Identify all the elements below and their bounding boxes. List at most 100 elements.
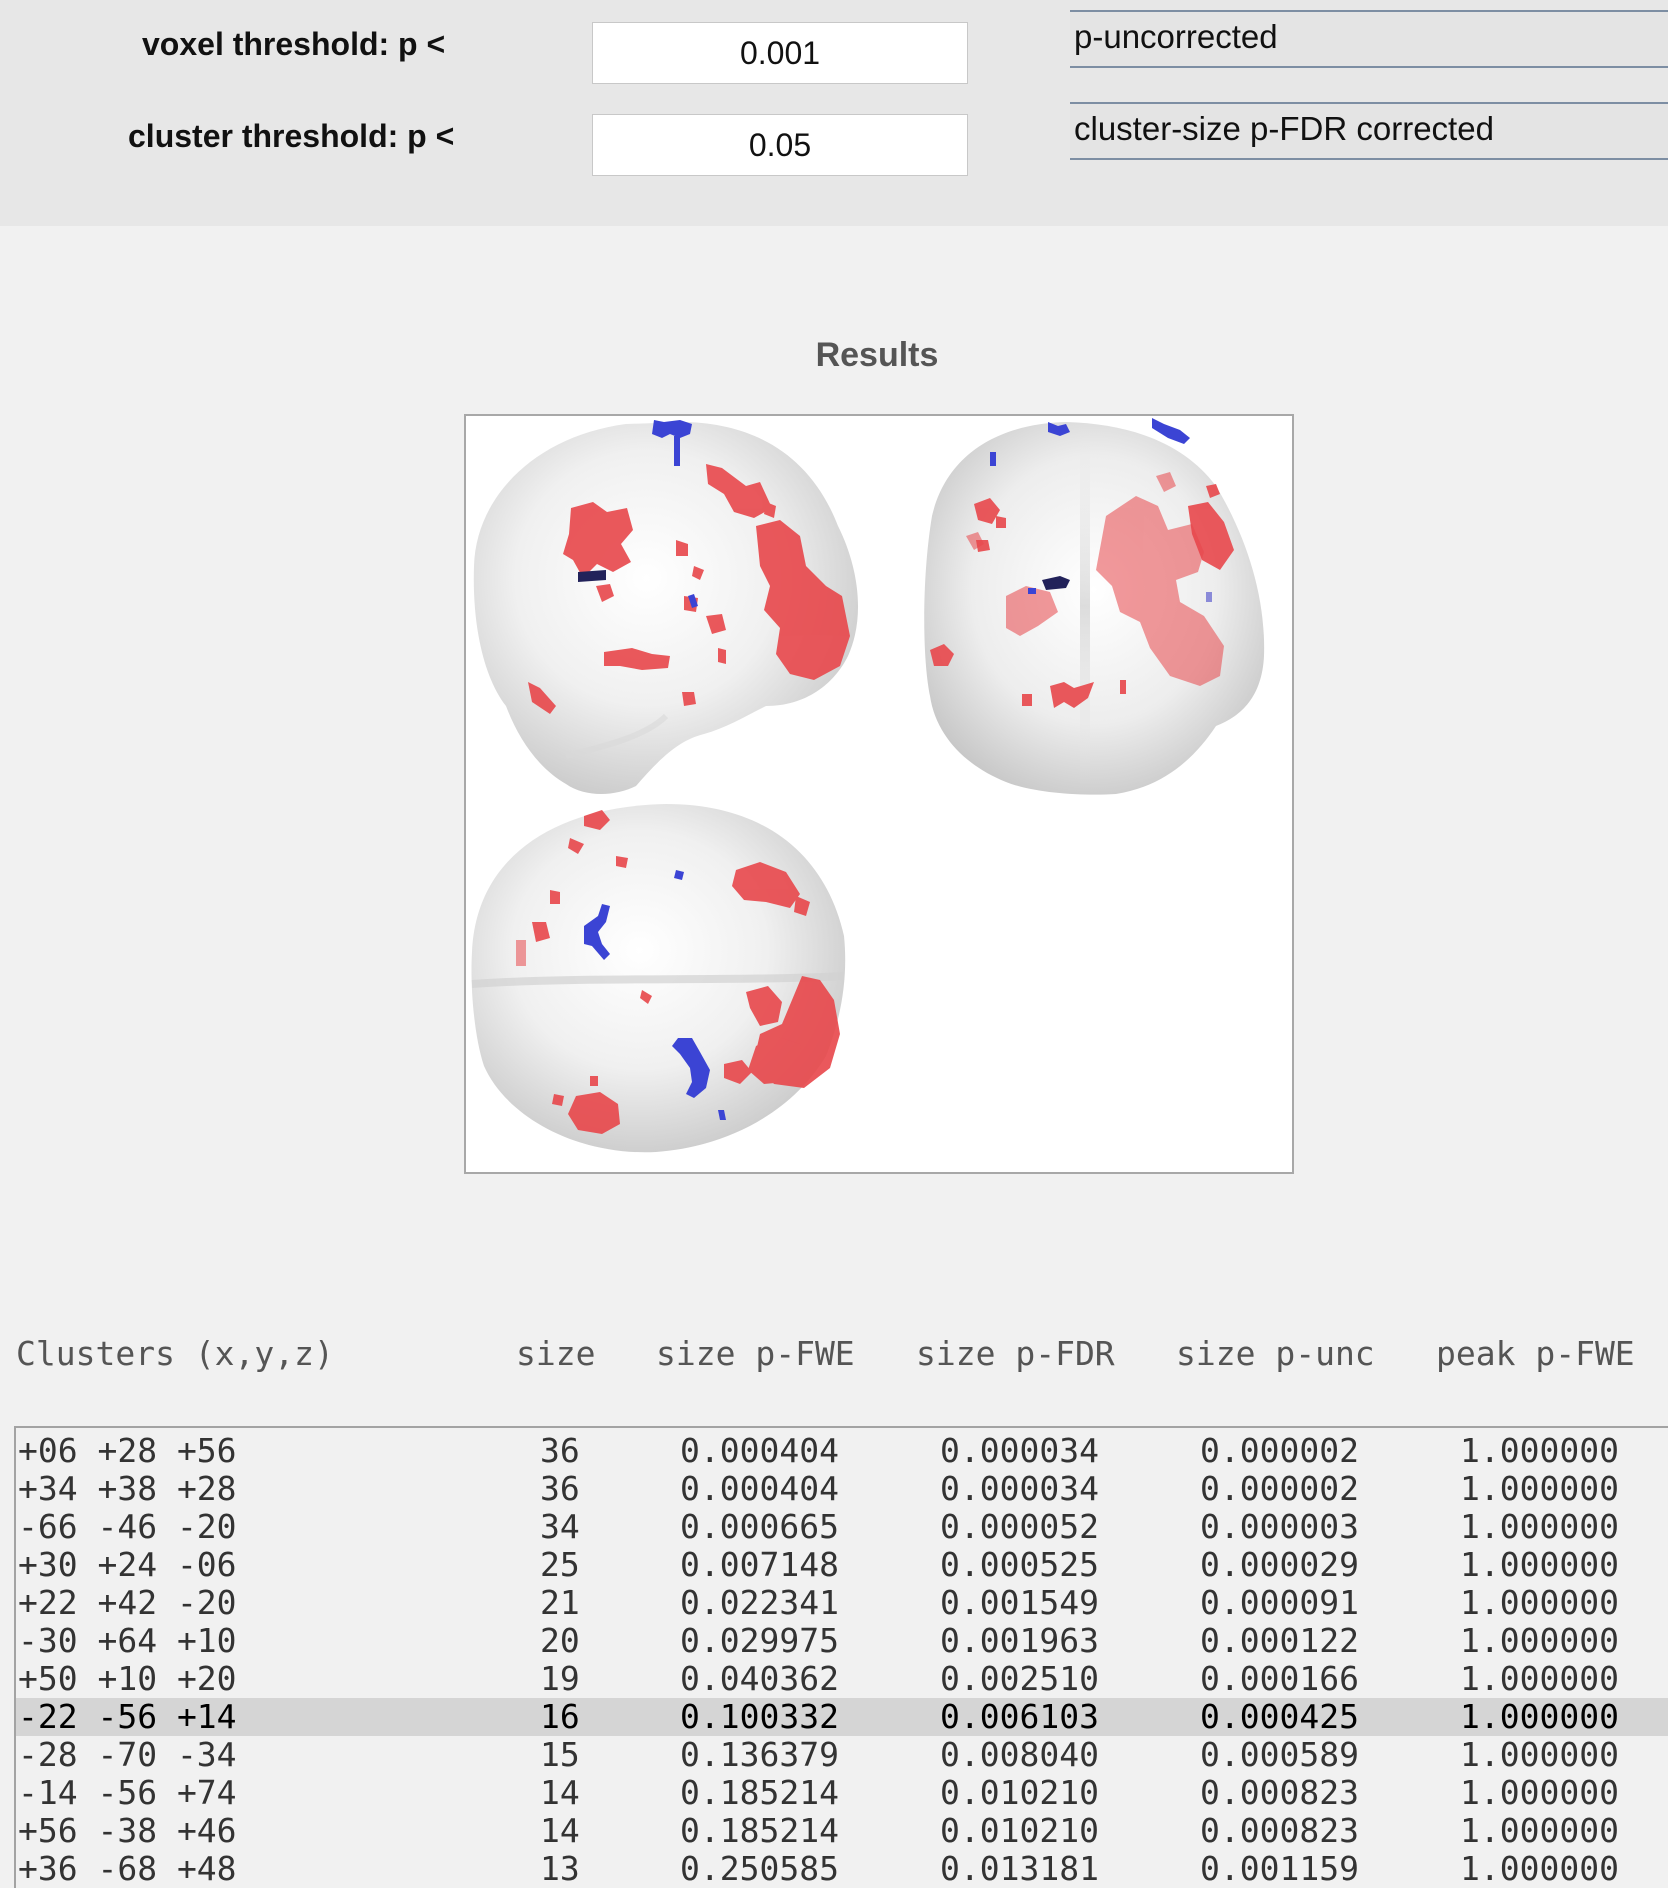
cell-size-punc: 0.000091 [1200,1583,1359,1622]
cell-coords: +22 +42 -20 [18,1583,237,1622]
cell-peak-pfwe: 1.000000 [1460,1545,1619,1584]
voxel-threshold-input[interactable]: 0.001 [592,22,968,84]
cell-size: 25 [540,1545,580,1584]
cell-size: 14 [540,1773,580,1812]
cell-size-pfwe: 0.007148 [680,1545,839,1584]
cell-size: 19 [540,1659,580,1698]
cell-coords: -28 -70 -34 [18,1735,237,1774]
cell-coords: +34 +38 +28 [18,1469,237,1508]
cell-size-punc: 0.000823 [1200,1811,1359,1850]
table-row[interactable]: -30 +64 +10 20 0.029975 0.001963 0.000122 1.0… [16,1622,1668,1660]
cell-size-pfwe: 0.185214 [680,1773,839,1812]
cell-size-pfwe: 0.136379 [680,1735,839,1774]
cell-peak-pfwe: 1.000000 [1460,1507,1619,1546]
cell-size-pfdr: 0.010210 [940,1773,1099,1812]
cell-size-pfdr: 0.008040 [940,1735,1099,1774]
cell-size-pfdr: 0.010210 [940,1811,1099,1850]
cell-size-punc: 0.000002 [1200,1431,1359,1470]
cell-size-pfdr: 0.000034 [940,1469,1099,1508]
table-header: Clusters (x,y,z) size size p-FWE size p-… [0,1334,1668,1386]
results-title: Results [815,336,939,374]
cell-coords: +30 +24 -06 [18,1545,237,1584]
cell-size-pfwe: 0.100332 [680,1697,839,1736]
cell-size: 34 [540,1507,580,1546]
axial-view [471,804,846,1153]
cluster-threshold-label: cluster threshold: p < [128,118,455,154]
table-row[interactable]: +36 -68 +48 13 0.250585 0.013181 0.001159 1.0… [16,1850,1668,1888]
cell-size-pfwe: 0.250585 [680,1849,839,1888]
cell-peak-pfwe: 1.000000 [1460,1697,1619,1736]
cell-size-punc: 0.000122 [1200,1621,1359,1660]
table-row[interactable]: +34 +38 +28 36 0.000404 0.000034 0.000002 1.0… [16,1470,1668,1508]
cluster-table[interactable]: +06 +28 +56 36 0.000404 0.000034 0.000002 1.0… [14,1426,1668,1888]
cell-peak-pfwe: 1.000000 [1460,1811,1619,1850]
cell-peak-pfwe: 1.000000 [1460,1773,1619,1812]
cell-size-pfwe: 0.040362 [680,1659,839,1698]
cell-coords: -14 -56 +74 [18,1773,237,1812]
cell-size: 13 [540,1849,580,1888]
cell-peak-pfwe: 1.000000 [1460,1659,1619,1698]
cell-size-pfwe: 0.000404 [680,1469,839,1508]
cell-size-pfwe: 0.000404 [680,1431,839,1470]
cell-size-pfdr: 0.000525 [940,1545,1099,1584]
cell-size-punc: 0.000425 [1200,1697,1359,1736]
sagittal-view [473,420,859,794]
brain-render-panel[interactable] [464,414,1294,1174]
cell-size-pfwe: 0.000665 [680,1507,839,1546]
cell-peak-pfwe: 1.000000 [1460,1849,1619,1888]
cell-size: 21 [540,1583,580,1622]
cell-size-punc: 0.000166 [1200,1659,1359,1698]
cell-size-pfwe: 0.022341 [680,1583,839,1622]
table-row[interactable]: +30 +24 -06 25 0.007148 0.000525 0.000029 1.0… [16,1546,1668,1584]
header-size-pfwe: size p-FWE [656,1334,855,1373]
cell-coords: -22 -56 +14 [18,1697,237,1736]
cell-size-punc: 0.000589 [1200,1735,1359,1774]
cell-coords: +06 +28 +56 [18,1431,237,1470]
table-row-selected[interactable]: -22 -56 +14 16 0.100332 0.006103 0.000425 1.0… [16,1698,1668,1736]
header-size-punc: size p-unc [1176,1334,1375,1373]
cell-size-pfdr: 0.002510 [940,1659,1099,1698]
cell-coords: +50 +10 +20 [18,1659,237,1698]
header-size: size [516,1334,596,1373]
cell-coords: -30 +64 +10 [18,1621,237,1660]
cell-size-pfwe: 0.029975 [680,1621,839,1660]
cell-size-pfdr: 0.001963 [940,1621,1099,1660]
voxel-correction-dropdown[interactable]: p-uncorrected [1070,10,1668,68]
threshold-panel: voxel threshold: p < 0.001 p-uncorrected… [0,0,1668,226]
cell-size-pfdr: 0.001549 [940,1583,1099,1622]
cell-peak-pfwe: 1.000000 [1460,1431,1619,1470]
cell-peak-pfwe: 1.000000 [1460,1621,1619,1660]
table-row[interactable]: -14 -56 +74 14 0.185214 0.010210 0.000823 1.0… [16,1774,1668,1812]
cell-size-pfdr: 0.013181 [940,1849,1099,1888]
cell-coords: -66 -46 -20 [18,1507,237,1546]
voxel-threshold-label: voxel threshold: p < [142,26,446,62]
cell-size-pfdr: 0.000052 [940,1507,1099,1546]
table-row[interactable]: -28 -70 -34 15 0.136379 0.008040 0.000589 1.0… [16,1736,1668,1774]
cell-size-punc: 0.001159 [1200,1849,1359,1888]
cell-size: 16 [540,1697,580,1736]
table-row[interactable]: +22 +42 -20 21 0.022341 0.001549 0.000091 1.0… [16,1584,1668,1622]
cell-peak-pfwe: 1.000000 [1460,1735,1619,1774]
cell-size-pfwe: 0.185214 [680,1811,839,1850]
cell-coords: +36 -68 +48 [18,1849,237,1888]
table-row[interactable]: +50 +10 +20 19 0.040362 0.002510 0.000166 1.0… [16,1660,1668,1698]
cluster-threshold-input[interactable]: 0.05 [592,114,968,176]
cluster-correction-dropdown[interactable]: cluster-size p-FDR corrected [1070,102,1668,160]
table-row[interactable]: -66 -46 -20 34 0.000665 0.000052 0.000003 1.0… [16,1508,1668,1546]
cell-size-punc: 0.000003 [1200,1507,1359,1546]
cell-size: 15 [540,1735,580,1774]
header-size-pfdr: size p-FDR [916,1334,1115,1373]
cell-size: 14 [540,1811,580,1850]
cell-size: 36 [540,1431,580,1470]
coronal-view [924,418,1265,795]
cell-size-pfdr: 0.000034 [940,1431,1099,1470]
cell-size: 20 [540,1621,580,1660]
cell-size-punc: 0.000823 [1200,1773,1359,1812]
table-row[interactable]: +56 -38 +46 14 0.185214 0.010210 0.000823 1.0… [16,1812,1668,1850]
cell-coords: +56 -38 +46 [18,1811,237,1850]
header-clusters: Clusters (x,y,z) [16,1334,334,1373]
header-peak-pfwe: peak p-FWE [1436,1334,1635,1373]
table-row[interactable]: +06 +28 +56 36 0.000404 0.000034 0.000002 1.0… [16,1432,1668,1470]
cell-size-punc: 0.000029 [1200,1545,1359,1584]
cell-size-punc: 0.000002 [1200,1469,1359,1508]
